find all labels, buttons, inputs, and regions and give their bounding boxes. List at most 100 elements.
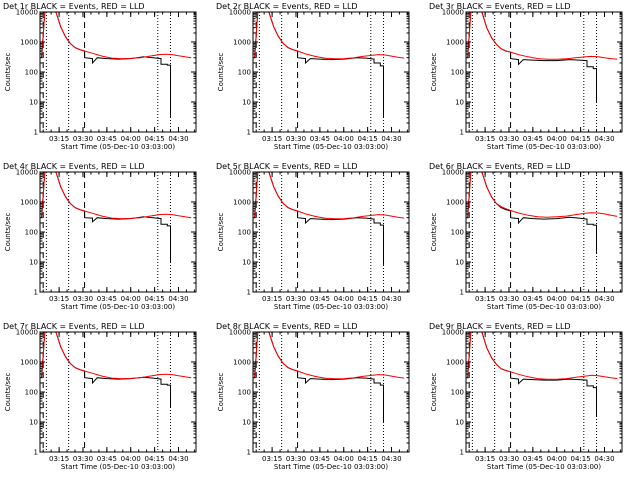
y-tick-label: 10 [455, 259, 464, 267]
x-axis-label: Start Time (05-Dec-10 03:03:00) [61, 303, 175, 311]
x-tick-label: 04:00 [121, 295, 141, 303]
y-tick-label: 1 [460, 289, 464, 297]
x-tick-label: 03:45 [523, 135, 543, 143]
detector-panel: Det 3r BLACK = Events, RED = LLD 1 10 100 10… [429, 2, 623, 151]
y-axis-label: Counts/sec [217, 53, 225, 92]
y-tick-label: 1000 [20, 199, 38, 207]
x-axis-label: Start Time (05-Dec-10 03:03:00) [274, 143, 388, 151]
x-tick-label: 04:00 [334, 455, 354, 463]
lld-line [467, 12, 618, 60]
x-tick-label: 03:45 [310, 135, 330, 143]
x-tick-label: 04:15 [145, 455, 165, 463]
lld-line [41, 332, 192, 380]
events-line [41, 332, 171, 408]
y-tick-label: 1 [460, 449, 464, 457]
x-tick-label: 03:30 [499, 135, 519, 143]
x-tick-label: 04:15 [145, 135, 165, 143]
y-tick-label: 10000 [442, 329, 464, 337]
x-tick-label: 03:15 [49, 135, 69, 143]
y-tick-label: 100 [238, 229, 251, 237]
events-line [41, 172, 171, 262]
y-axis-label: Counts/sec [4, 53, 12, 92]
lld-line [254, 172, 405, 220]
detector-panel: Det 6r BLACK = Events, RED = LLD 1 10 100 10… [429, 162, 623, 311]
y-tick-label: 100 [25, 229, 38, 237]
y-tick-label: 10 [29, 99, 38, 107]
x-axis-label: Start Time (05-Dec-10 03:03:00) [61, 463, 175, 471]
plot-frame [252, 11, 410, 133]
y-tick-label: 1000 [233, 359, 251, 367]
panel-title: Det 8r BLACK = Events, RED = LLD [216, 322, 358, 331]
y-tick-label: 1000 [233, 39, 251, 47]
events-line [41, 12, 171, 118]
x-tick-label: 04:00 [334, 135, 354, 143]
x-axis-label: Start Time (05-Dec-10 03:03:00) [274, 463, 388, 471]
plot-frame [39, 171, 197, 293]
x-axis-label: Start Time (05-Dec-10 03:03:00) [487, 303, 601, 311]
x-tick-label: 03:15 [49, 295, 69, 303]
plot-frame [465, 11, 623, 133]
y-tick-label: 10 [29, 419, 38, 427]
events-line [467, 332, 597, 417]
x-axis-label: Start Time (05-Dec-10 03:03:00) [274, 303, 388, 311]
y-tick-label: 10 [242, 259, 251, 267]
lld-line [254, 332, 405, 380]
x-tick-label: 04:30 [381, 455, 401, 463]
plot-frame [465, 171, 623, 293]
y-tick-label: 1000 [446, 39, 464, 47]
x-tick-label: 03:30 [499, 295, 519, 303]
y-axis-label: Counts/sec [217, 213, 225, 252]
plot-frame [252, 171, 410, 293]
y-tick-label: 1 [34, 129, 38, 137]
y-tick-label: 10 [29, 259, 38, 267]
panel-title: Det 2r BLACK = Events, RED = LLD [216, 2, 358, 11]
detector-panel: Det 2r BLACK = Events, RED = LLD 1 10 100 10… [216, 2, 410, 151]
y-tick-label: 1000 [446, 359, 464, 367]
y-tick-label: 1 [247, 449, 251, 457]
x-tick-label: 03:30 [286, 455, 306, 463]
x-tick-label: 04:30 [381, 295, 401, 303]
x-tick-label: 03:45 [97, 455, 117, 463]
plot-frame [39, 11, 197, 133]
x-tick-label: 03:30 [499, 455, 519, 463]
y-tick-label: 1000 [446, 199, 464, 207]
y-axis-label: Counts/sec [217, 373, 225, 412]
y-tick-label: 1000 [20, 359, 38, 367]
x-axis-label: Start Time (05-Dec-10 03:03:00) [487, 463, 601, 471]
x-tick-label: 03:30 [73, 455, 93, 463]
x-tick-label: 03:15 [262, 455, 282, 463]
x-tick-label: 04:30 [168, 295, 188, 303]
y-axis-label: Counts/sec [430, 53, 438, 92]
y-tick-label: 100 [451, 69, 464, 77]
y-tick-label: 10000 [16, 329, 38, 337]
lld-line [467, 172, 618, 218]
lld-line [41, 12, 192, 60]
panel-title: Det 1r BLACK = Events, RED = LLD [3, 2, 145, 11]
y-tick-label: 10000 [229, 169, 251, 177]
x-tick-label: 04:15 [571, 135, 591, 143]
y-tick-label: 10000 [442, 169, 464, 177]
panel-title: Det 4r BLACK = Events, RED = LLD [3, 162, 145, 171]
x-tick-label: 04:30 [381, 135, 401, 143]
y-tick-label: 1 [247, 129, 251, 137]
x-tick-label: 03:45 [310, 295, 330, 303]
y-axis-label: Counts/sec [4, 373, 12, 412]
y-tick-label: 1000 [233, 199, 251, 207]
y-tick-label: 100 [25, 69, 38, 77]
y-tick-label: 10 [455, 419, 464, 427]
plot-frame [465, 331, 623, 453]
x-tick-label: 03:30 [73, 135, 93, 143]
x-tick-label: 03:45 [97, 295, 117, 303]
x-tick-label: 04:30 [594, 455, 614, 463]
lld-line [254, 12, 405, 60]
y-tick-label: 10 [242, 99, 251, 107]
x-tick-label: 03:45 [523, 455, 543, 463]
y-tick-label: 100 [238, 389, 251, 397]
detector-panel: Det 1r BLACK = Events, RED = LLD 1 10 100 10… [3, 2, 197, 151]
x-tick-label: 03:45 [310, 455, 330, 463]
plot-frame [252, 331, 410, 453]
x-tick-label: 04:30 [168, 135, 188, 143]
x-tick-label: 04:00 [547, 455, 567, 463]
x-tick-label: 04:00 [547, 135, 567, 143]
